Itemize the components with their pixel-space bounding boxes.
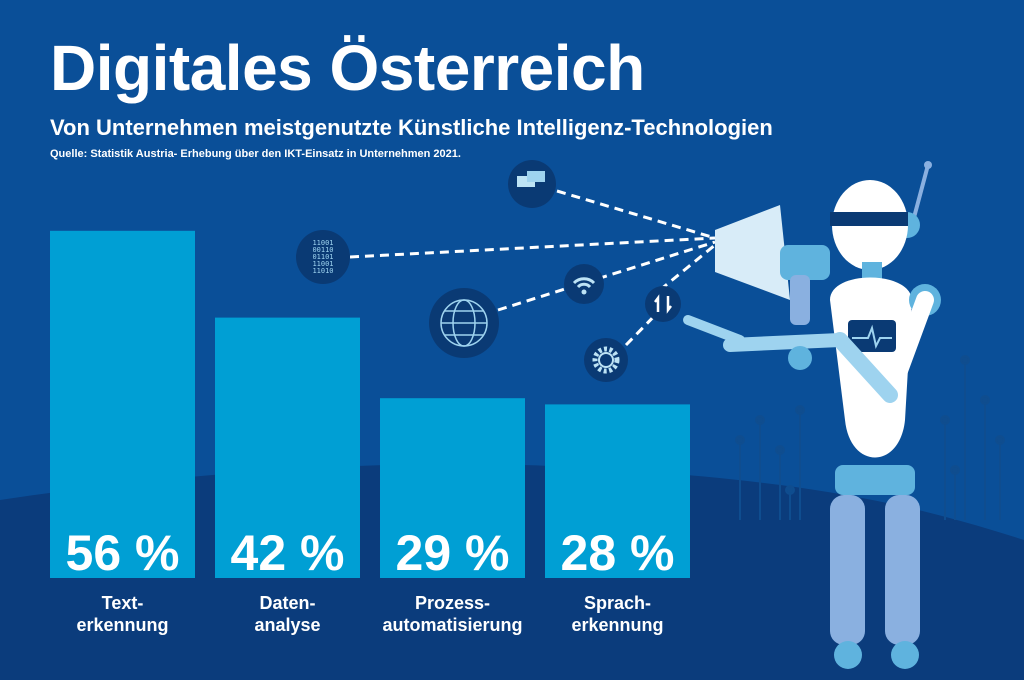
category-label-line: Prozess-	[414, 593, 491, 613]
category-label-line: analyse	[254, 615, 321, 635]
category-label: Text-erkennung	[43, 592, 203, 636]
category-label: Prozess-automatisierung	[373, 592, 533, 636]
globe-icon	[429, 288, 499, 358]
bar-value-label: 28 %	[561, 525, 675, 581]
category-label: Daten-analyse	[208, 592, 368, 636]
subtitle: Von Unternehmen meistgenutzte Künstliche…	[50, 115, 773, 140]
dashed-connectors	[349, 189, 716, 347]
binary-row: 11010	[312, 267, 333, 275]
bar-3	[545, 404, 690, 578]
source-note: Quelle: Statistik Austria- Erhebung über…	[50, 148, 461, 160]
transfer-arrows-icon	[645, 286, 681, 322]
robot-illustration	[683, 161, 941, 669]
category-label-line: automatisierung	[382, 615, 523, 635]
binary-row: 11001	[312, 239, 333, 247]
circuit-decoration	[735, 355, 1005, 520]
binary-row: 01101	[312, 253, 333, 261]
chat-icon	[508, 160, 556, 208]
category-label: Sprach-erkennung	[538, 592, 698, 636]
category-label-line: erkennung	[571, 615, 664, 635]
page-title: Digitales Österreich	[50, 32, 645, 104]
bar-value-label: 29 %	[396, 525, 510, 581]
category-label-line: Text-	[101, 593, 144, 613]
bar-2	[380, 398, 525, 578]
category-label-line: Daten-	[259, 593, 316, 613]
wifi-icon	[564, 264, 604, 304]
category-label-line: erkennung	[76, 615, 169, 635]
bar-0	[50, 230, 195, 579]
category-label-line: Sprach-	[583, 593, 652, 613]
bar-1	[215, 317, 360, 578]
bar-value-label: 42 %	[231, 525, 345, 581]
binary-row: 11001	[312, 260, 333, 268]
gear-icon	[584, 338, 628, 382]
bar-value-label: 56 %	[66, 525, 180, 581]
binary-row: 00110	[312, 246, 333, 254]
